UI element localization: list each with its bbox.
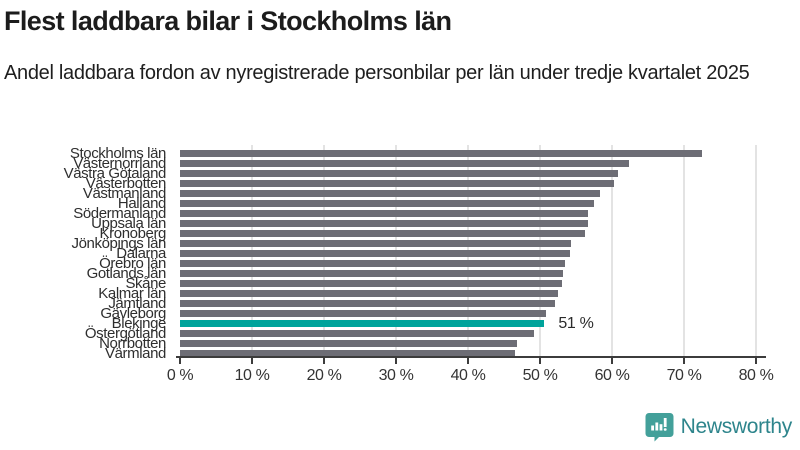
y-label-uppsala-län: Uppsala län (91, 215, 166, 232)
x-tick-80 (755, 358, 757, 364)
x-tick-10 (251, 358, 253, 364)
y-label-västerbotten: Västerbotten (85, 175, 167, 192)
bar-norrbotten (180, 340, 517, 347)
bar-kronoberg (180, 230, 586, 237)
bar-kalmar-län (180, 290, 558, 297)
x-tick-label-30: 30 % (378, 367, 414, 384)
chart-title: Flest laddbara bilar i Stockholms län (4, 6, 452, 36)
y-label-jönköpings-län: Jönköpings län (71, 235, 167, 252)
y-label-örebro-län: Örebro län (99, 255, 166, 272)
x-tick-50 (539, 358, 541, 364)
y-label-dalarna: Dalarna (116, 245, 166, 262)
bar-västra-götaland (180, 170, 618, 177)
bar-gävleborg (180, 310, 547, 317)
y-label-skåne: Skåne (125, 275, 166, 292)
y-label-värmland: Värmland (105, 345, 166, 362)
bar-östergötland (180, 330, 535, 337)
gridline-60 (611, 145, 613, 357)
bar-blekinge (180, 320, 545, 327)
y-label-gotlands-län: Gotlands län (86, 265, 167, 282)
y-label-halland: Halland (117, 195, 166, 212)
bar-uppsala-län (180, 220, 588, 227)
y-label-kalmar-län: Kalmar län (98, 285, 166, 302)
bar-jämtland (180, 300, 556, 307)
x-tick-label-70: 70 % (666, 367, 702, 384)
brand-name: Newsworthy (680, 415, 793, 438)
bar-värmland (180, 350, 515, 357)
x-tick-0 (179, 358, 181, 364)
y-label-kronoberg: Kronoberg (99, 225, 167, 242)
bar-västerbotten (180, 180, 615, 187)
bar-örebro-län (180, 260, 566, 267)
y-label-blekinge: Blekinge (111, 315, 167, 332)
gridline-70 (683, 145, 685, 357)
x-tick-label-50: 50 % (522, 367, 558, 384)
bar-stockholms-län (180, 150, 702, 157)
y-label-jämtland: Jämtland (108, 295, 166, 312)
bar-jönköpings-län (180, 240, 571, 247)
x-tick-20 (323, 358, 325, 364)
bar-chart-plot-area: 51 % (180, 145, 770, 357)
x-tick-label-60: 60 % (594, 367, 630, 384)
y-label-västernorrland: Västernorrland (73, 155, 166, 172)
x-tick-label-40: 40 % (450, 367, 486, 384)
y-label-gävleborg: Gävleborg (100, 305, 166, 322)
gridline-80 (755, 145, 757, 357)
y-label-norrbotten: Norrbotten (99, 335, 166, 352)
y-label-södermanland: Södermanland (73, 205, 166, 222)
bar-skåne (180, 280, 562, 287)
x-tick-70 (683, 358, 685, 364)
chart-subtitle: Andel laddbara fordon av nyregistrerade … (4, 62, 750, 84)
y-axis-labels: Stockholms län Västernorrland Västra Götal… (0, 0, 167, 450)
x-tick-label-10: 10 % (234, 367, 270, 384)
bar-västernorrland (180, 160, 629, 167)
newsworthy-brand: Newsworthy (645, 412, 792, 442)
bar-västmanland (180, 190, 601, 197)
speech-bubble-shape (645, 413, 674, 442)
bar-gotlands-län (180, 270, 564, 277)
highlight-value-label: 51 % (558, 315, 594, 332)
x-axis-line (176, 356, 766, 358)
bar-dalarna (180, 250, 571, 257)
y-label-stockholms-län: Stockholms län (69, 145, 167, 162)
x-tick-label-0: 0 % (166, 367, 194, 384)
bar-chart-speech-bubble-icon (645, 413, 674, 442)
y-label-östergötland: Östergötland (84, 325, 166, 342)
x-tick-label-20: 20 % (306, 367, 342, 384)
y-label-västra-götaland: Västra Götaland (63, 165, 167, 182)
mini-bar-chart-glyph (650, 418, 667, 431)
x-tick-30 (395, 358, 397, 364)
x-tick-label-80: 80 % (738, 367, 774, 384)
bar-södermanland (180, 210, 588, 217)
x-tick-40 (467, 358, 469, 364)
bar-halland (180, 200, 594, 207)
y-label-västmanland: Västmanland (82, 185, 167, 202)
x-tick-60 (611, 358, 613, 364)
